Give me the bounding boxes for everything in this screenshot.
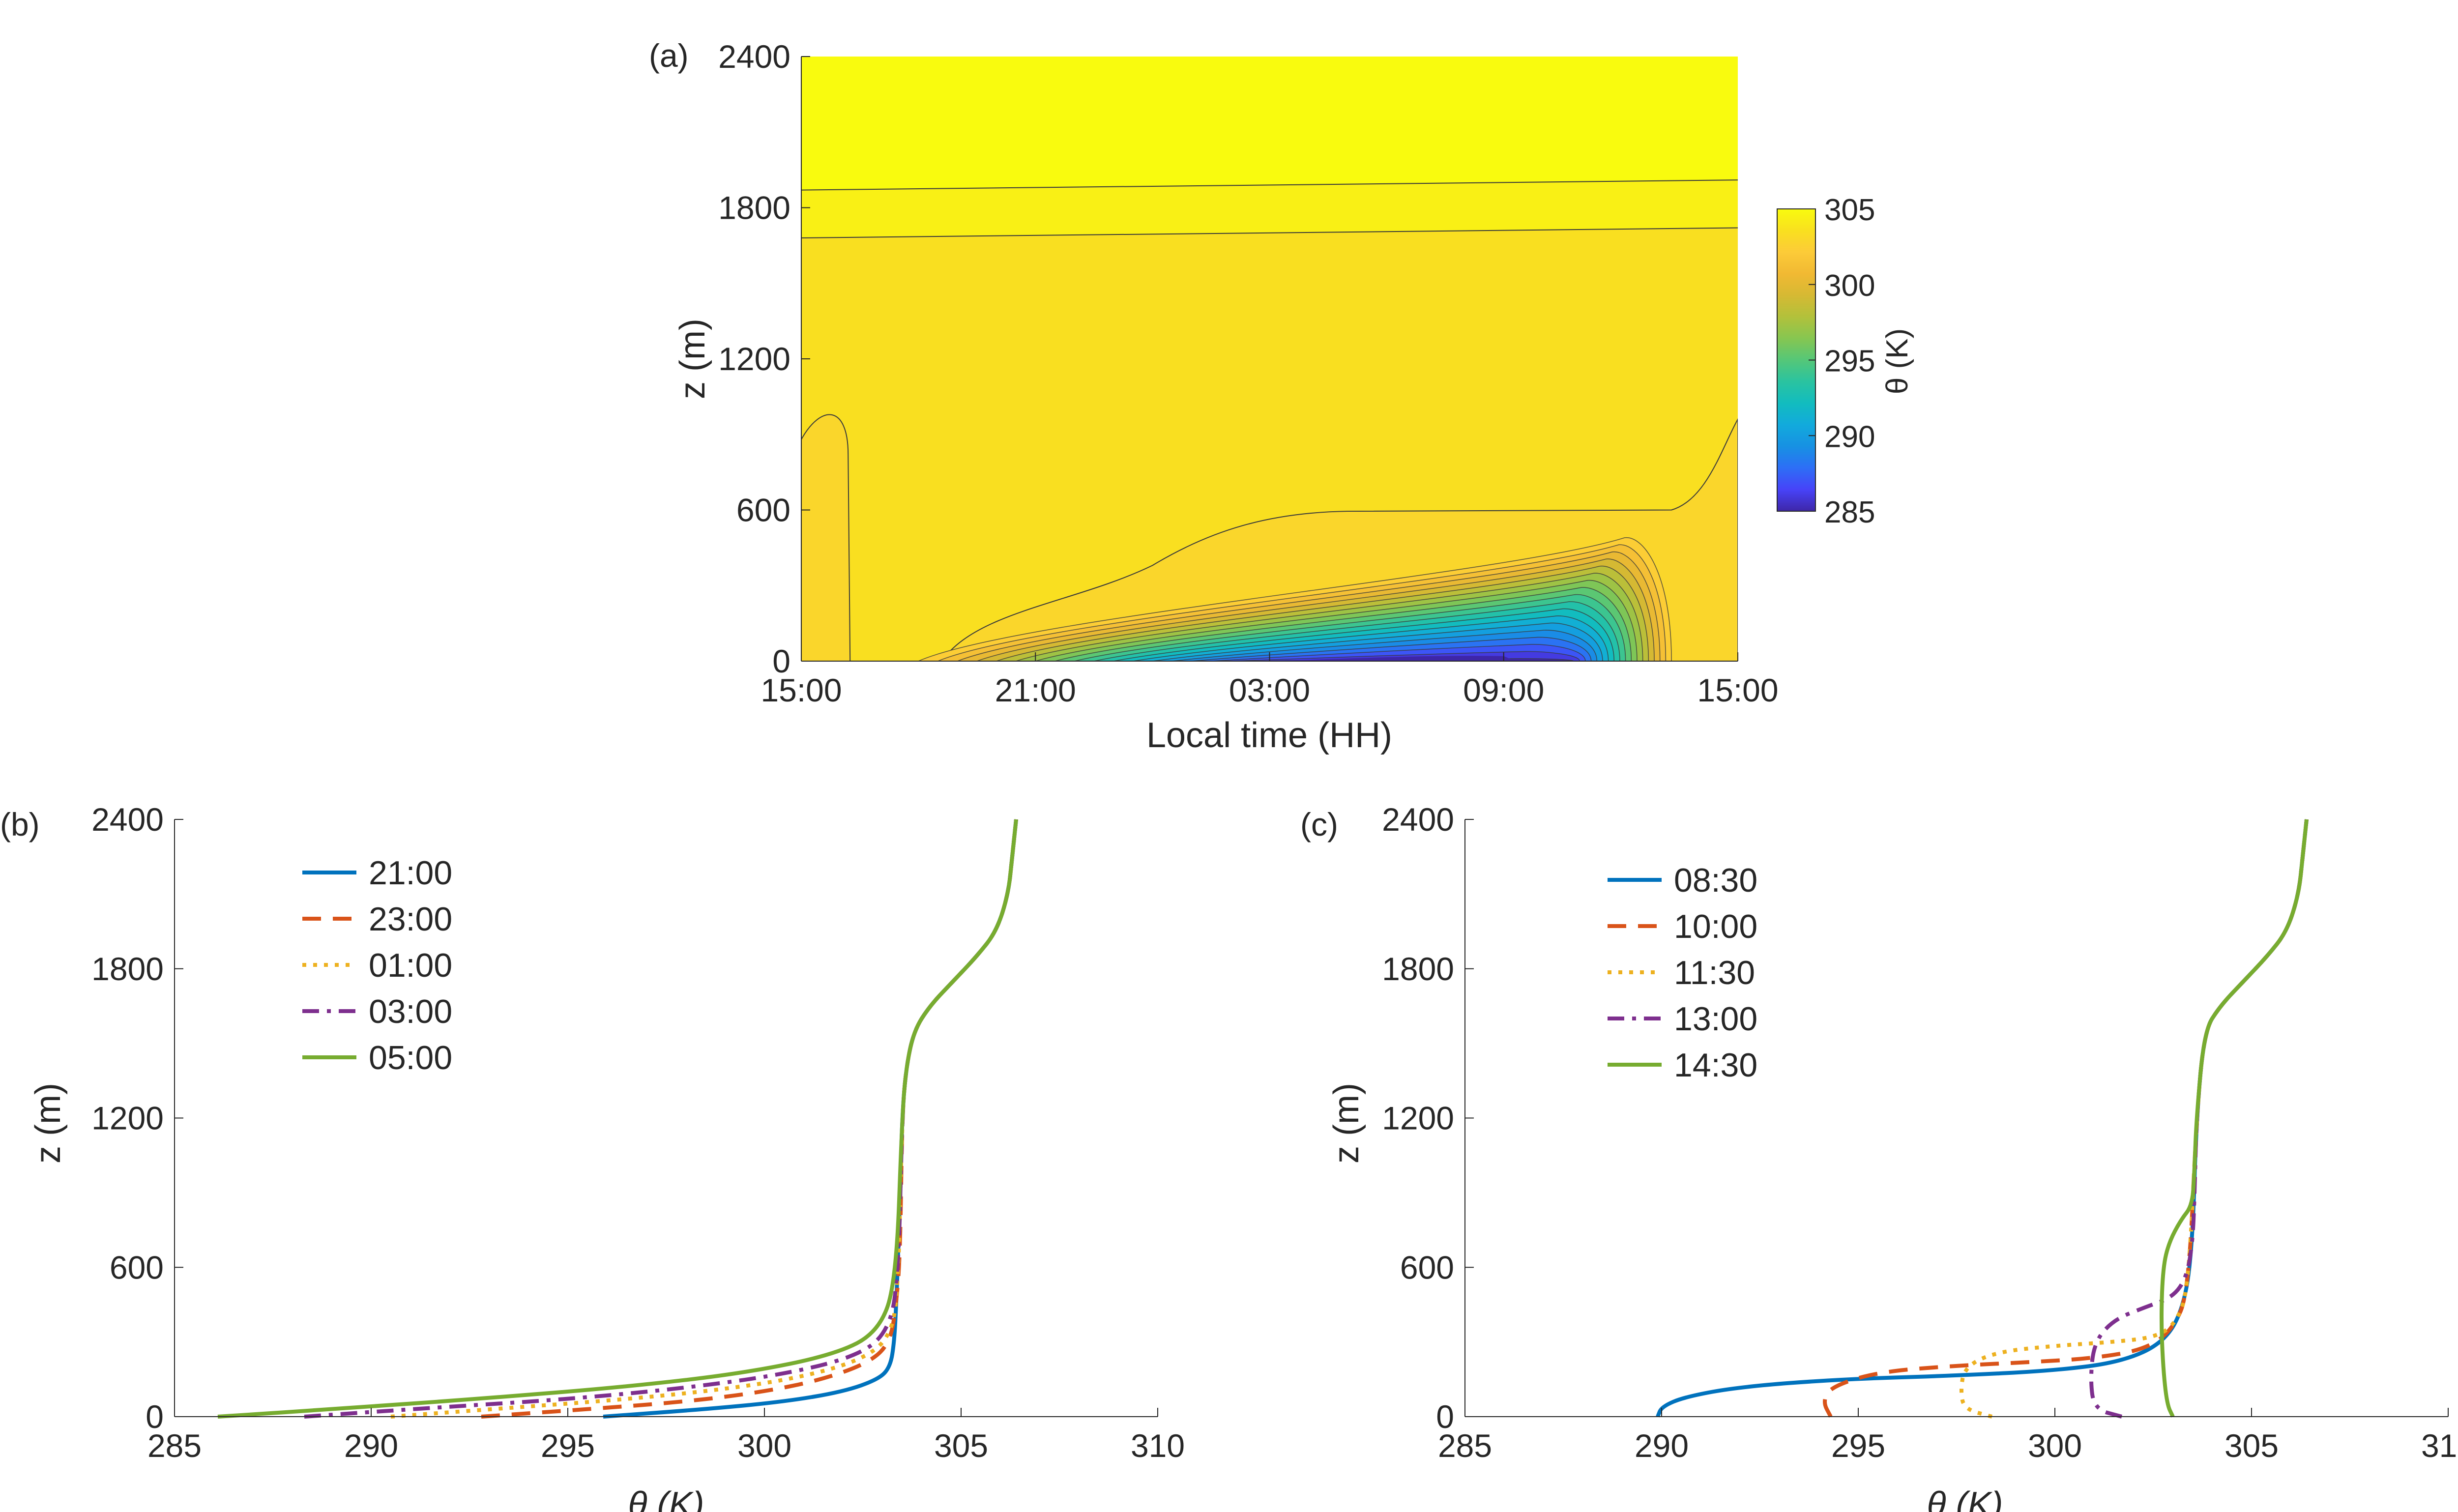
x-tick-label: 290 — [1635, 1427, 1689, 1464]
legend-label: 23:00 — [369, 901, 452, 938]
legend-label: 01:00 — [369, 947, 452, 984]
cold-pool-core — [1269, 656, 1516, 661]
legend-b: 21:00 23:00 01:00 03:00 05:00 — [302, 854, 452, 1076]
profile-line-1130 — [1960, 819, 2309, 1419]
legend-label: 05:00 — [369, 1039, 452, 1076]
legend-label: 13:00 — [1674, 1000, 1757, 1038]
x-axis-label-c: θ (K) — [1927, 1485, 2003, 1512]
profile-line-0500 — [217, 819, 1018, 1419]
y-tick-label: 0 — [1436, 1398, 1454, 1435]
y-tick-label: 600 — [1400, 1249, 1454, 1285]
legend-label: 11:30 — [1674, 954, 1755, 991]
panel-label-c: (c) — [1300, 806, 1338, 843]
legend-label: 10:00 — [1674, 908, 1757, 945]
panel-c: 285 290 295 300 305 310 0 600 1200 1800 2400 08:30… — [1300, 801, 2458, 1512]
y-tick-label: 600 — [736, 492, 790, 528]
y-axis-label-a: z (m) — [673, 319, 712, 399]
x-tick-label: 09:00 — [1463, 672, 1544, 708]
profile-line-2100 — [603, 819, 1018, 1419]
x-tick-label: 310 — [2421, 1427, 2458, 1464]
profile-line-1000 — [1823, 819, 2309, 1418]
panel-a: 15:00 21:00 03:00 09:00 15:00060012001800240… — [649, 37, 1914, 755]
x-tick-label: 21:00 — [995, 672, 1076, 708]
legend-label: 03:00 — [369, 993, 452, 1030]
axes-c: 285 290 295 300 305 310 0 600 1200 1800 2400 — [1382, 801, 2458, 1464]
x-tick-label: 290 — [344, 1427, 398, 1464]
legend-label: 14:30 — [1674, 1047, 1757, 1084]
colorbar: 285 290 295 300 305 — [1777, 193, 1875, 529]
x-axis-label-a: Local time (HH) — [1146, 716, 1392, 755]
profile-lines-b — [217, 819, 1018, 1419]
axes-b: 285 290 295 300 305 310 0 600 1200 1800 2400 — [91, 801, 1185, 1464]
colorbar-tick-label: 295 — [1824, 345, 1875, 378]
y-tick-label: 1200 — [718, 341, 790, 377]
profile-line-2300 — [481, 819, 1018, 1419]
x-tick-label: 300 — [737, 1427, 791, 1464]
panel-b: 285 290 295 300 305 310 0 600 1200 1800 2400 21:00… — [0, 801, 1185, 1512]
x-tick-label: 15:00 — [1697, 672, 1778, 708]
x-tick-label: 295 — [541, 1427, 595, 1464]
x-axis-label-b: θ (K) — [628, 1485, 704, 1512]
profile-line-1300 — [2089, 819, 2309, 1419]
x-tick-label: 03:00 — [1229, 672, 1310, 708]
profile-line-1430 — [2160, 819, 2309, 1418]
legend-label: 21:00 — [369, 854, 452, 892]
legend-label: 08:30 — [1674, 862, 1757, 899]
afternoon-warm-column — [801, 414, 851, 661]
x-tick-label: 285 — [147, 1427, 202, 1464]
colorbar-tick-label: 285 — [1824, 495, 1875, 529]
y-tick-label: 2400 — [1382, 801, 1454, 838]
legend-c: 08:30 10:00 11:30 13:00 14:30 — [1608, 862, 1757, 1084]
axes-a: 15:00 21:00 03:00 09:00 15:00060012001800240… — [718, 38, 1778, 708]
y-tick-label: 0 — [146, 1398, 164, 1435]
x-tick-label: 15:00 — [761, 672, 842, 708]
y-tick-label: 1800 — [718, 190, 790, 226]
colorbar-label: θ (K) — [1880, 328, 1914, 394]
y-tick-label: 600 — [110, 1249, 164, 1285]
x-tick-label: 305 — [2224, 1427, 2279, 1464]
colorbar-tick-label: 290 — [1824, 420, 1875, 454]
x-tick-label: 285 — [1438, 1427, 1492, 1464]
contour-line — [801, 179, 1738, 191]
colorbar-tick-label: 300 — [1824, 269, 1875, 303]
y-tick-label: 1200 — [91, 1100, 164, 1136]
x-tick-label: 305 — [934, 1427, 988, 1464]
y-tick-label: 2400 — [91, 801, 164, 838]
y-tick-label: 0 — [772, 643, 790, 679]
theta-contour-field — [801, 57, 1738, 661]
panel-label-b: (b) — [0, 806, 40, 843]
x-tick-label: 310 — [1131, 1427, 1185, 1464]
contour-line — [801, 227, 1738, 238]
y-axis-label-b: z (m) — [29, 1083, 68, 1163]
y-tick-label: 2400 — [718, 38, 790, 75]
panel-label-a: (a) — [649, 37, 689, 74]
y-tick-label: 1800 — [91, 951, 164, 987]
y-tick-label: 1200 — [1382, 1100, 1454, 1136]
x-tick-label: 300 — [2028, 1427, 2082, 1464]
profile-lines-c — [1656, 819, 2309, 1419]
y-axis-label-c: z (m) — [1327, 1083, 1366, 1163]
profile-line-0100 — [390, 819, 1018, 1419]
colorbar-tick-label: 305 — [1824, 193, 1875, 227]
y-tick-label: 1800 — [1382, 951, 1454, 987]
x-tick-label: 295 — [1831, 1427, 1885, 1464]
